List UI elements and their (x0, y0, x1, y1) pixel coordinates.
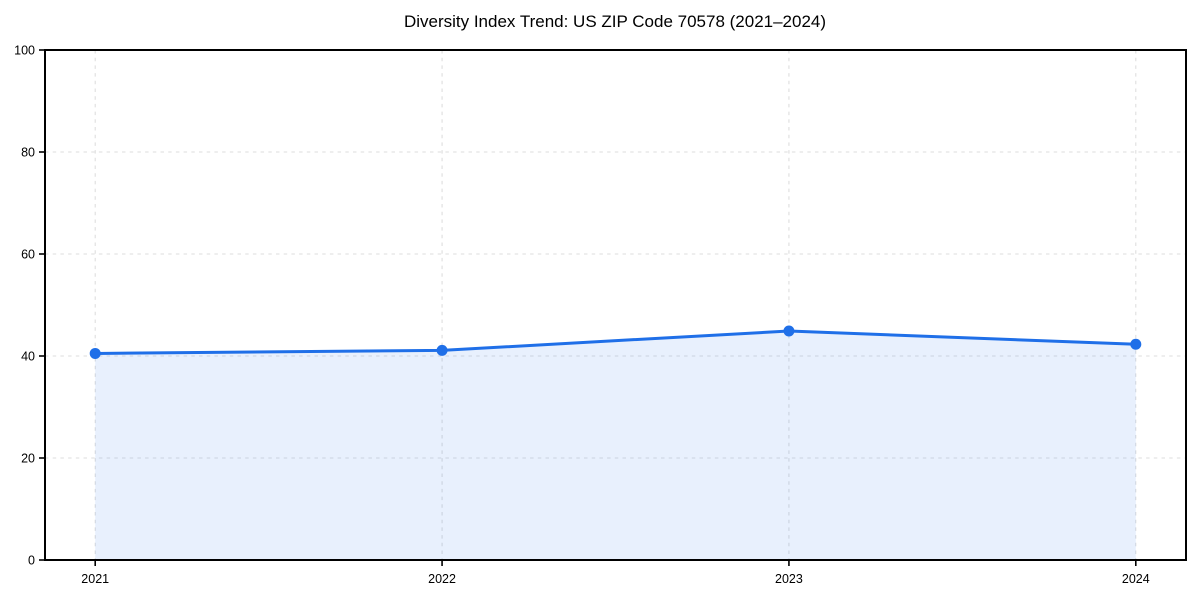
y-tick-label: 20 (21, 452, 35, 466)
x-tick-label: 2024 (1122, 572, 1150, 586)
x-tick-label: 2021 (81, 572, 109, 586)
x-tick-label: 2022 (428, 572, 456, 586)
data-point-marker-2023 (783, 325, 795, 337)
data-point-marker-2021 (89, 347, 101, 359)
y-tick-label: 80 (21, 146, 35, 160)
y-tick-label: 100 (14, 44, 35, 58)
chart-title: Diversity Index Trend: US ZIP Code 70578… (403, 12, 827, 31)
y-tick-label: 40 (21, 350, 35, 364)
trend-line (93, 329, 1138, 355)
data-point-marker-2022 (436, 344, 448, 356)
axis-spines (44, 49, 1187, 561)
data-point-marker-2024 (1130, 338, 1142, 350)
x-tick-label: 2023 (775, 572, 803, 586)
area-fill (95, 331, 1136, 560)
y-tick-label: 60 (21, 248, 35, 262)
y-tick-label: 0 (28, 554, 35, 568)
